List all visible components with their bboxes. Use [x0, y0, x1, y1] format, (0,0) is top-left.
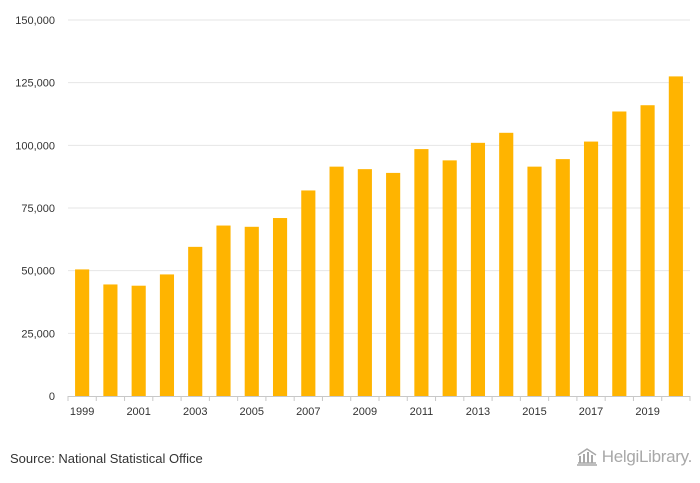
x-tick-label: 2007: [296, 406, 320, 418]
source-note: Source: National Statistical Office: [10, 451, 203, 466]
bar-2020[interactable]: [668, 76, 683, 397]
bar-2016[interactable]: [555, 159, 570, 396]
bar-2010[interactable]: [386, 172, 401, 396]
bar-2009[interactable]: [357, 169, 372, 396]
bar-1999[interactable]: [75, 269, 90, 396]
x-tick-label: 2015: [522, 406, 546, 418]
x-tick-labels: 1999 2001 2003 2005 2007 2009 2011 2013 2015 2017…: [70, 406, 660, 418]
bar-2000[interactable]: [103, 284, 118, 396]
x-tick-label: 2001: [126, 406, 150, 418]
y-tick-label: 50,000: [21, 266, 55, 278]
bar-2019[interactable]: [640, 105, 655, 396]
bar-2018[interactable]: [612, 111, 627, 396]
x-tick-label: 2003: [183, 406, 207, 418]
bar-2014[interactable]: [499, 132, 514, 397]
x-tick-label: 2017: [579, 406, 603, 418]
axes: [67, 396, 691, 401]
bar-2011[interactable]: [414, 149, 429, 396]
y-tick-labels: 0 25,000 50,000 75,000 100,000 125,000 150,000: [15, 15, 55, 403]
y-tick-label: 25,000: [21, 328, 55, 340]
x-tick-label: 1999: [70, 406, 94, 418]
y-tick-label: 150,000: [15, 15, 55, 27]
x-tick-label: 2011: [410, 406, 434, 418]
bar-2017[interactable]: [583, 141, 599, 396]
bar-2001[interactable]: [131, 285, 146, 396]
x-tick-label: 2013: [466, 406, 490, 418]
brand-name: HelgiLibrary.: [601, 447, 693, 466]
bars: [75, 76, 683, 397]
y-tick-label: 125,000: [15, 78, 55, 90]
x-tick-label: 2009: [353, 406, 377, 418]
x-tick-label: 2005: [240, 406, 264, 418]
x-tick-label: 2019: [635, 406, 659, 418]
bar-2002[interactable]: [159, 274, 175, 396]
bar-2003[interactable]: [188, 246, 203, 396]
bar-2013[interactable]: [470, 142, 486, 396]
helgi-library-logo[interactable]: HelgiLibrary.: [576, 447, 692, 467]
y-tick-label: 100,000: [15, 140, 55, 152]
bar-2005[interactable]: [244, 226, 259, 396]
y-tick-label: 0: [49, 391, 55, 403]
bar-2015[interactable]: [527, 166, 542, 396]
bar-2008[interactable]: [329, 166, 344, 396]
bar-chart: 0 25,000 50,000 75,000 100,000 125,000 150,000…: [15, 15, 691, 418]
bar-2012[interactable]: [442, 160, 457, 396]
y-tick-label: 75,000: [21, 203, 55, 215]
bar-2004[interactable]: [216, 225, 231, 396]
library-building-icon: [576, 448, 597, 466]
bar-2007[interactable]: [301, 190, 316, 396]
bar-2006[interactable]: [272, 218, 288, 396]
